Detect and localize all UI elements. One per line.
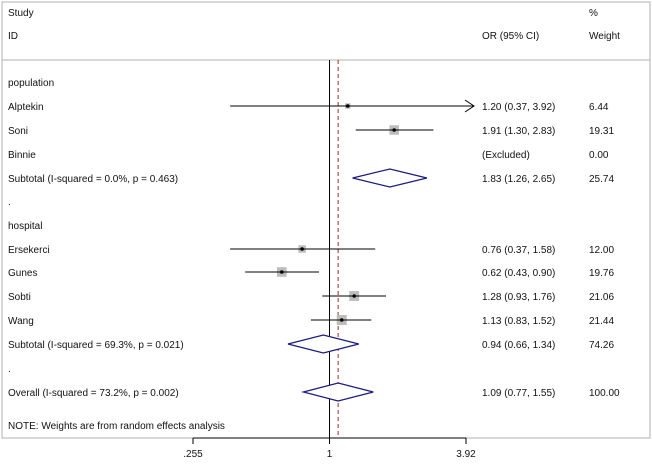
or-ci-subtotal-i-squared-69-3-p-0-021: 0.94 (0.66, 1.34) bbox=[482, 340, 555, 351]
row-label-separator: . bbox=[8, 197, 11, 208]
row-label-wang: Wang bbox=[8, 316, 34, 327]
weight-gunes: 19.76 bbox=[589, 268, 614, 279]
row-label-ersekerci: Ersekerci bbox=[8, 245, 50, 256]
row-label-hospital: hospital bbox=[8, 221, 42, 232]
point-estimate-ersekerci bbox=[300, 247, 304, 251]
weight-ersekerci: 12.00 bbox=[589, 245, 614, 256]
point-estimate-gunes bbox=[279, 270, 284, 274]
header-or-ci: OR (95% CI) bbox=[482, 31, 539, 42]
row-label-gunes: Gunes bbox=[8, 268, 37, 279]
plot-frame bbox=[1, 1, 651, 439]
weight-wang: 21.44 bbox=[589, 316, 614, 327]
row-label-alptekin: Alptekin bbox=[8, 102, 44, 113]
weight-soni: 19.31 bbox=[589, 126, 614, 137]
row-label-population: population bbox=[8, 78, 54, 89]
tick-255-label: .255 bbox=[183, 449, 203, 460]
weight-sobti: 21.06 bbox=[589, 292, 614, 303]
or-ci-soni: 1.91 (1.30, 2.83) bbox=[482, 126, 555, 137]
row-label-sobti: Sobti bbox=[8, 292, 31, 303]
row-label-binnie: Binnie bbox=[8, 150, 36, 161]
or-ci-ersekerci: 0.76 (0.37, 1.58) bbox=[482, 245, 555, 256]
header-id: ID bbox=[8, 31, 18, 42]
ci-arrow-alptekin bbox=[464, 99, 475, 113]
or-ci-subtotal-i-squared-0-0-p-0-463: 1.83 (1.26, 2.65) bbox=[482, 174, 555, 185]
weight-subtotal-i-squared-0-0-p-0-463: 25.74 bbox=[589, 174, 614, 185]
tick-1-label: 1 bbox=[327, 449, 333, 460]
or-ci-wang: 1.13 (0.83, 1.52) bbox=[482, 316, 555, 327]
header-study: Study bbox=[8, 8, 34, 19]
or-ci-alptekin: 1.20 (0.37, 3.92) bbox=[482, 102, 555, 113]
row-label-separator: . bbox=[8, 364, 11, 375]
weight-subtotal-i-squared-69-3-p-0-021: 74.26 bbox=[589, 340, 614, 351]
row-label-subtotal-i-squared-69-3-p-0-021: Subtotal (I-squared = 69.3%, p = 0.021) bbox=[8, 340, 184, 351]
weight-overall-i-squared-73-2-p-0-002: 100.00 bbox=[589, 388, 620, 399]
row-label-overall-i-squared-73-2-p-0-002: Overall (I-squared = 73.2%, p = 0.002) bbox=[8, 388, 179, 399]
diamond-subtotal-i-squared-69-3-p-0-021 bbox=[287, 334, 359, 354]
diamond-subtotal-i-squared-0-0-p-0-463 bbox=[352, 168, 428, 188]
or-ci-gunes: 0.62 (0.43, 0.90) bbox=[482, 268, 555, 279]
weight-binnie: 0.00 bbox=[589, 150, 609, 161]
row-label-subtotal-i-squared-0-0-p-0-463: Subtotal (I-squared = 0.0%, p = 0.463) bbox=[8, 174, 178, 185]
weight-alptekin: 6.44 bbox=[589, 102, 609, 113]
tick-3-92-label: 3.92 bbox=[456, 449, 476, 460]
diamond-overall-i-squared-73-2-p-0-002 bbox=[301, 382, 374, 402]
or-ci-binnie: (Excluded) bbox=[482, 150, 530, 161]
header-pct: % bbox=[589, 8, 598, 19]
point-estimate-alptekin bbox=[345, 104, 350, 108]
point-estimate-sobti bbox=[352, 294, 356, 298]
note-text: NOTE: Weights are from random effects an… bbox=[8, 421, 225, 432]
header-weight: Weight bbox=[589, 31, 620, 42]
point-estimate-wang bbox=[339, 318, 344, 322]
or-ci-sobti: 1.28 (0.93, 1.76) bbox=[482, 292, 555, 303]
point-estimate-soni bbox=[392, 128, 396, 132]
or-ci-overall-i-squared-73-2-p-0-002: 1.09 (0.77, 1.55) bbox=[482, 388, 555, 399]
row-label-soni: Soni bbox=[8, 126, 28, 137]
